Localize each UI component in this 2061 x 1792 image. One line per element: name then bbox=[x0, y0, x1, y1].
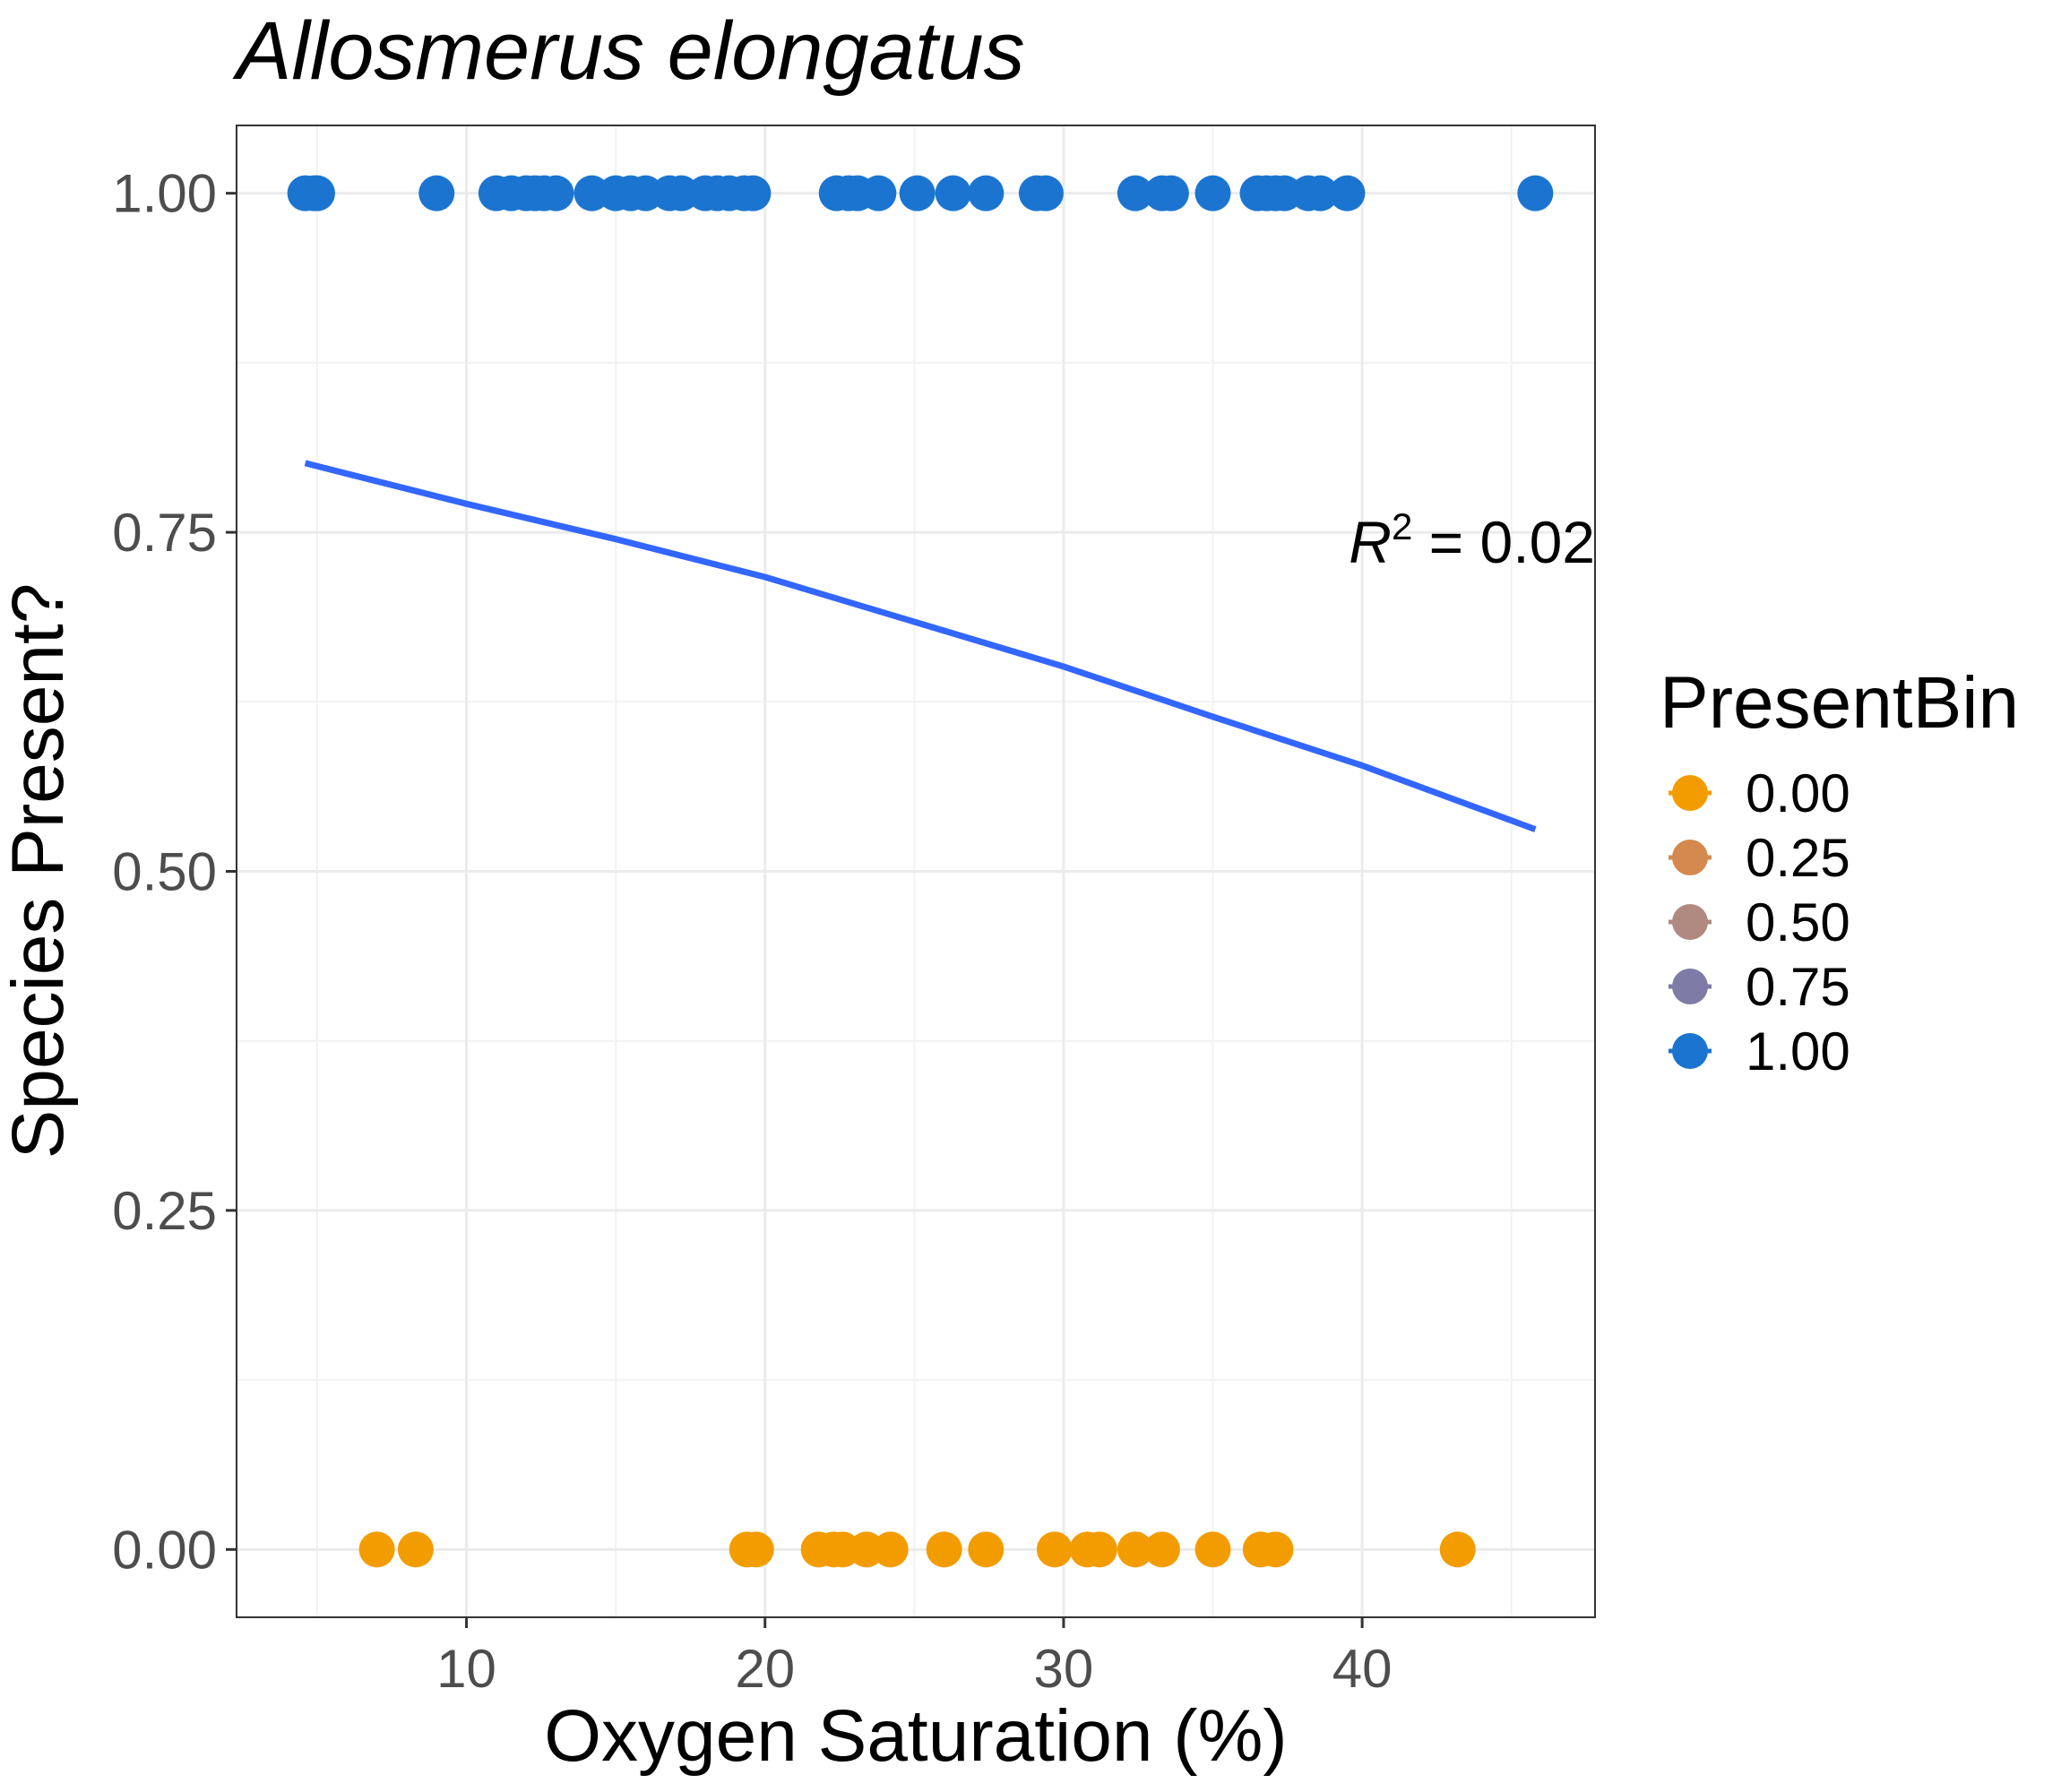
legend-key-point bbox=[1672, 969, 1708, 1004]
data-point bbox=[418, 175, 455, 211]
x-tick-label: 20 bbox=[735, 1639, 795, 1699]
y-tick-label: 0.75 bbox=[112, 503, 217, 563]
y-tick-label: 1.00 bbox=[112, 164, 217, 224]
data-point bbox=[899, 175, 936, 211]
legend-key-point bbox=[1672, 775, 1708, 811]
data-point bbox=[538, 175, 574, 211]
data-point bbox=[968, 175, 1005, 211]
legend-label: 1.00 bbox=[1746, 1021, 1850, 1081]
x-tick-label: 10 bbox=[436, 1639, 496, 1699]
legend-label: 0.50 bbox=[1746, 892, 1850, 952]
legend-label: 0.25 bbox=[1746, 828, 1850, 888]
data-point bbox=[1117, 175, 1153, 211]
data-point bbox=[1517, 175, 1554, 211]
legend-label: 0.75 bbox=[1746, 957, 1850, 1017]
data-point bbox=[1329, 175, 1366, 211]
r-squared-value: = 0.02 bbox=[1412, 509, 1595, 575]
x-axis: 10 20 30 40 bbox=[436, 1617, 1392, 1699]
data-point bbox=[1257, 1531, 1294, 1568]
grid bbox=[237, 125, 1595, 1617]
chart-title: Allosmerus elongatus bbox=[232, 5, 1025, 97]
data-point bbox=[935, 175, 971, 211]
points bbox=[287, 175, 1554, 1568]
data-point bbox=[1194, 175, 1231, 211]
data-point bbox=[1027, 175, 1064, 211]
legend-key-point bbox=[1672, 904, 1708, 940]
data-point bbox=[1081, 1531, 1117, 1568]
r-squared-symbol: R bbox=[1349, 509, 1392, 575]
data-point bbox=[1143, 1531, 1180, 1568]
y-axis: 0.00 0.25 0.50 0.75 1.00 bbox=[112, 164, 237, 1580]
data-point bbox=[860, 175, 897, 211]
y-tick-label: 0.25 bbox=[112, 1181, 217, 1241]
x-axis-title: Oxygen Saturation (%) bbox=[544, 1695, 1288, 1777]
data-point bbox=[1152, 175, 1189, 211]
y-tick-label: 0.00 bbox=[112, 1520, 217, 1580]
data-point bbox=[968, 1531, 1005, 1568]
fit-line bbox=[304, 460, 1537, 832]
data-point bbox=[1194, 1531, 1231, 1568]
r-squared-annotation: R2 = 0.02 bbox=[1349, 505, 1595, 575]
data-point bbox=[397, 1531, 434, 1568]
x-tick-label: 30 bbox=[1034, 1639, 1094, 1699]
data-point bbox=[1302, 175, 1339, 211]
legend-key-point bbox=[1672, 1033, 1708, 1069]
legend-label: 0.00 bbox=[1746, 763, 1850, 823]
data-point bbox=[1036, 1531, 1073, 1568]
fit-line-group bbox=[304, 460, 1537, 832]
data-point bbox=[872, 1531, 909, 1568]
legend-key-point bbox=[1672, 840, 1708, 875]
y-axis-title: Species Present? bbox=[0, 583, 79, 1159]
data-point bbox=[737, 1531, 774, 1568]
legend: 0.000.250.500.751.00 bbox=[1669, 763, 1850, 1081]
data-point bbox=[1117, 1531, 1153, 1568]
r-squared-exponent: 2 bbox=[1392, 505, 1412, 547]
y-tick-label: 0.50 bbox=[112, 842, 217, 902]
data-point bbox=[926, 1531, 962, 1568]
x-tick-label: 40 bbox=[1332, 1639, 1393, 1699]
data-point bbox=[1439, 1531, 1476, 1568]
data-point bbox=[298, 175, 335, 211]
data-point bbox=[358, 1531, 395, 1568]
legend-title: PresentBin bbox=[1660, 662, 2019, 744]
data-point bbox=[735, 175, 772, 211]
